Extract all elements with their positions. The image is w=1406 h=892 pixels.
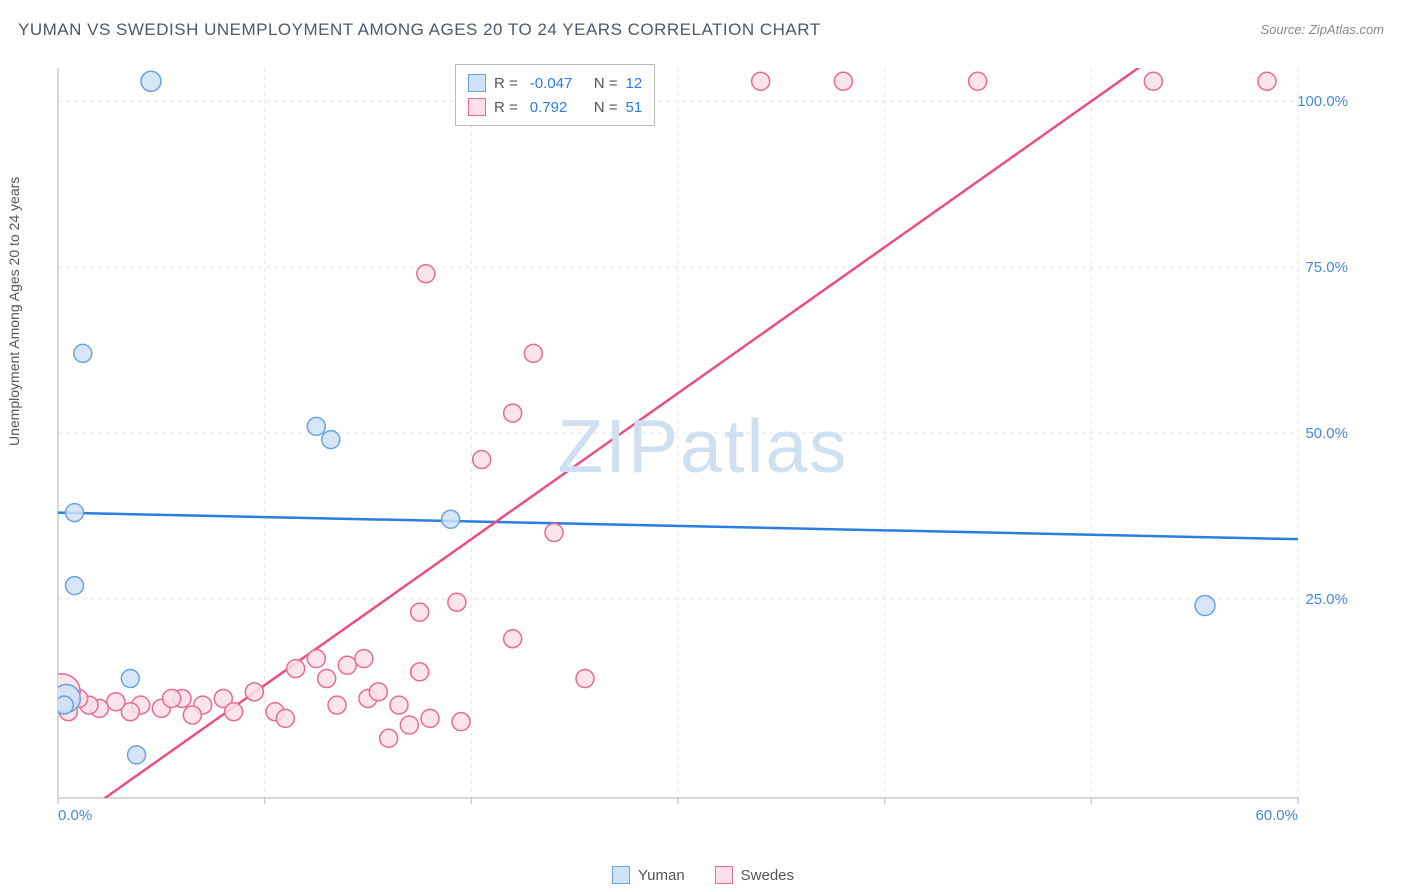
svg-text:60.0%: 60.0% (1255, 807, 1298, 824)
legend-label-swedes: Swedes (741, 867, 794, 884)
source-attribution: Source: ZipAtlas.com (1260, 22, 1384, 37)
n-label: N = (594, 99, 618, 116)
n-value-swedes: 51 (626, 99, 643, 116)
legend-item-yuman: Yuman (612, 866, 685, 884)
legend-label-yuman: Yuman (638, 867, 685, 884)
series-legend: Yuman Swedes (612, 866, 794, 884)
legend-row-swedes: R = 0.792 N = 51 (468, 95, 642, 119)
chart-title: YUMAN VS SWEDISH UNEMPLOYMENT AMONG AGES… (18, 20, 821, 40)
r-label: R = (494, 75, 518, 92)
n-label: N = (594, 75, 618, 92)
chart-svg: 25.0% 50.0% 75.0% 100.0% 0.0% 60.0% (48, 58, 1378, 838)
legend-row-yuman: R = -0.047 N = 12 (468, 71, 642, 95)
legend-item-swedes: Swedes (715, 866, 794, 884)
legend-swatch-yuman (468, 74, 486, 92)
svg-text:50.0%: 50.0% (1305, 425, 1348, 442)
svg-text:75.0%: 75.0% (1305, 259, 1348, 276)
r-value-swedes: 0.792 (530, 99, 586, 116)
legend-swatch-swedes (468, 98, 486, 116)
y-axis-label: Unemployment Among Ages 20 to 24 years (6, 177, 22, 446)
r-value-yuman: -0.047 (530, 75, 586, 92)
legend-swatch-swedes (715, 866, 733, 884)
svg-text:0.0%: 0.0% (58, 807, 92, 824)
scatter-plot: 25.0% 50.0% 75.0% 100.0% 0.0% 60.0% (48, 58, 1378, 838)
legend-swatch-yuman (612, 866, 630, 884)
svg-text:25.0%: 25.0% (1305, 591, 1348, 608)
n-value-yuman: 12 (626, 75, 643, 92)
correlation-legend: R = -0.047 N = 12 R = 0.792 N = 51 (455, 64, 655, 126)
r-label: R = (494, 99, 518, 116)
svg-text:100.0%: 100.0% (1297, 93, 1348, 110)
